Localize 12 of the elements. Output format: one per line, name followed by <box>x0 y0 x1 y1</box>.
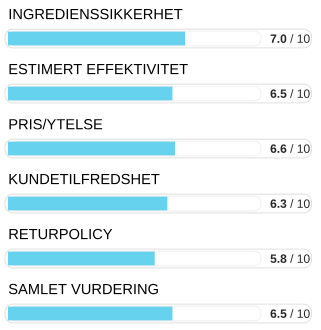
data-label: 6.6 / 10 <box>270 144 310 153</box>
y-tick-label: KUNDETILFREDSHET <box>9 174 160 184</box>
y-tick-label: SAMLET VURDERING <box>8 284 158 294</box>
data-label: 5.8 / 10 <box>270 254 310 263</box>
y-tick-label: RETURPOLICY <box>9 228 112 240</box>
y-tick-label: ESTIMERT EFFEKTIVITET <box>9 64 188 74</box>
data-label: 7.0 / 10 <box>270 34 310 43</box>
data-label: 6.3 / 10 <box>270 199 310 208</box>
data-label: 6.5 / 10 <box>270 309 310 318</box>
data-label: 6.5 / 10 <box>270 89 310 98</box>
y-tick-label: INGREDIENSSIKKERHET <box>10 8 182 20</box>
y-tick-label: PRIS/YTELSE <box>9 118 102 130</box>
